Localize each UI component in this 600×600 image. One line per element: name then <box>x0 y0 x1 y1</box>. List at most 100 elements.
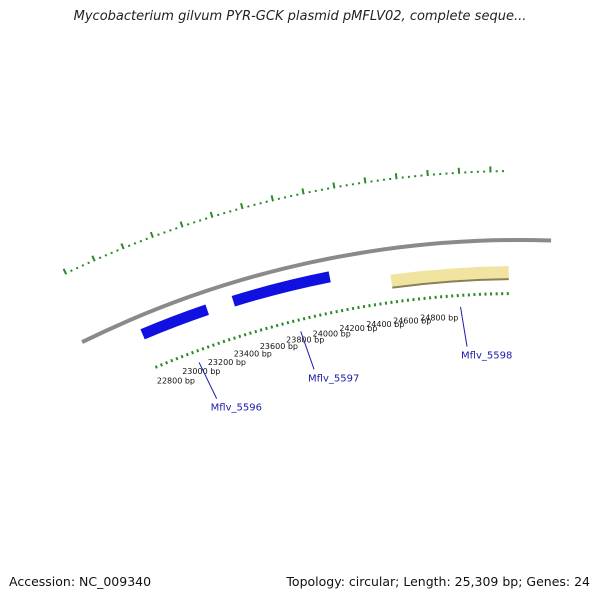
tick-label: 24200 bp <box>339 324 377 333</box>
inner-tick <box>254 329 258 334</box>
inner-tick <box>259 328 263 332</box>
outer-tick <box>209 211 214 218</box>
outer-tick <box>301 188 305 195</box>
gene-label-Mflv_5596: Mflv_5596 <box>211 403 262 414</box>
outer-tick <box>179 221 184 228</box>
inner-tick <box>222 339 226 344</box>
accession-text: Accession: NC_009340 <box>9 574 152 589</box>
tick-label: 24800 bp <box>420 313 458 322</box>
inner-tick <box>243 333 247 337</box>
outer-tick <box>198 219 202 222</box>
outer-tick <box>91 255 96 262</box>
gene-Mflv_5598 <box>390 266 509 287</box>
inner-tick <box>196 348 200 353</box>
outer-tick <box>139 239 143 243</box>
inner-tick <box>170 358 174 363</box>
outer-tick <box>127 244 131 248</box>
inner-tick <box>319 313 322 317</box>
tick-label: 23000 bp <box>182 367 220 376</box>
inner-tick <box>180 354 184 359</box>
outer-tick <box>116 249 119 252</box>
outer-tick <box>270 195 274 202</box>
outer-tick <box>110 251 113 255</box>
outer-tick <box>70 269 73 273</box>
inner-tick <box>270 325 274 329</box>
inner-tick <box>297 318 301 322</box>
inner-tick <box>185 352 189 357</box>
inner-tick <box>154 365 158 369</box>
inner-tick <box>329 311 333 315</box>
tick-label: 23800 bp <box>286 335 324 344</box>
outer-tick <box>163 231 166 234</box>
inner-tick <box>346 307 349 312</box>
outer-tick <box>186 223 190 226</box>
inner-tick <box>275 323 279 328</box>
tick-label: 23600 bp <box>260 342 298 351</box>
inner-tick <box>291 319 295 324</box>
inner-tick <box>324 312 328 316</box>
outer-tick <box>104 254 108 257</box>
outer-tick <box>157 233 160 236</box>
outer-tick <box>228 210 232 213</box>
inner-tick <box>165 360 169 365</box>
outer-tick <box>98 256 102 260</box>
outer-tick <box>363 177 367 184</box>
inner-tick <box>249 331 252 335</box>
outer-tick <box>394 173 398 180</box>
inner-tick <box>340 308 344 313</box>
outer-tick <box>120 243 125 250</box>
tick-label: 23400 bp <box>234 350 272 359</box>
gene-Mflv_5597 <box>231 271 331 307</box>
inner-tick <box>265 326 268 331</box>
outer-tick <box>204 217 208 220</box>
map-title: Mycobacterium gilvum PYR-GCK plasmid pMF… <box>73 9 527 24</box>
outer-tick <box>169 229 172 232</box>
gene-label-Mflv_5598: Mflv_5598 <box>461 351 512 362</box>
inner-tick <box>286 321 290 325</box>
outer-tick <box>426 169 429 177</box>
inner-tick <box>302 317 306 321</box>
tick-label: 23200 bp <box>208 358 246 367</box>
outer-tick <box>62 268 68 275</box>
gene-label-Mflv_5597: Mflv_5597 <box>308 373 359 384</box>
inner-tick <box>281 322 284 326</box>
outer-tick <box>247 205 250 208</box>
outer-tick <box>145 237 148 241</box>
outer-tick <box>75 266 79 270</box>
topology-summary: Topology: circular; Length: 25,309 bp; G… <box>286 574 590 589</box>
outer-tick <box>192 221 196 224</box>
outer-tick <box>149 231 154 239</box>
inner-tick <box>175 356 179 361</box>
inner-tick <box>159 363 163 367</box>
gene-label-group: Mflv_5596 Mflv_5597 Mflv_5598 <box>198 306 512 414</box>
outer-tick <box>133 242 137 245</box>
inner-tick <box>335 309 338 314</box>
inner-tick <box>201 347 205 351</box>
outer-tick <box>332 182 336 189</box>
inner-tick <box>206 345 210 349</box>
tick-label: 24600 bp <box>393 316 431 325</box>
inner-tick <box>351 306 355 311</box>
tick-label: 24400 bp <box>366 320 404 329</box>
gene-Mflv_5596 <box>140 304 209 340</box>
outer-tick <box>222 211 226 215</box>
outer-tick-ring <box>62 166 505 275</box>
outer-tick <box>253 203 256 207</box>
outer-tick <box>235 208 238 211</box>
gene-outline <box>392 278 509 289</box>
tick-label: 22800 bp <box>157 377 195 386</box>
tick-label: 24000 bp <box>313 329 351 338</box>
outer-tick <box>175 227 178 230</box>
inner-tick <box>227 338 231 342</box>
inner-tick <box>233 336 236 340</box>
gene-leader-line <box>300 331 315 370</box>
gene-leader-line <box>198 362 218 399</box>
outer-tick <box>240 202 244 210</box>
inner-tick <box>238 334 242 339</box>
inner-tick <box>191 350 194 355</box>
inner-tick <box>313 314 317 318</box>
inner-tick-ring <box>154 292 509 369</box>
outer-tick <box>81 264 85 267</box>
